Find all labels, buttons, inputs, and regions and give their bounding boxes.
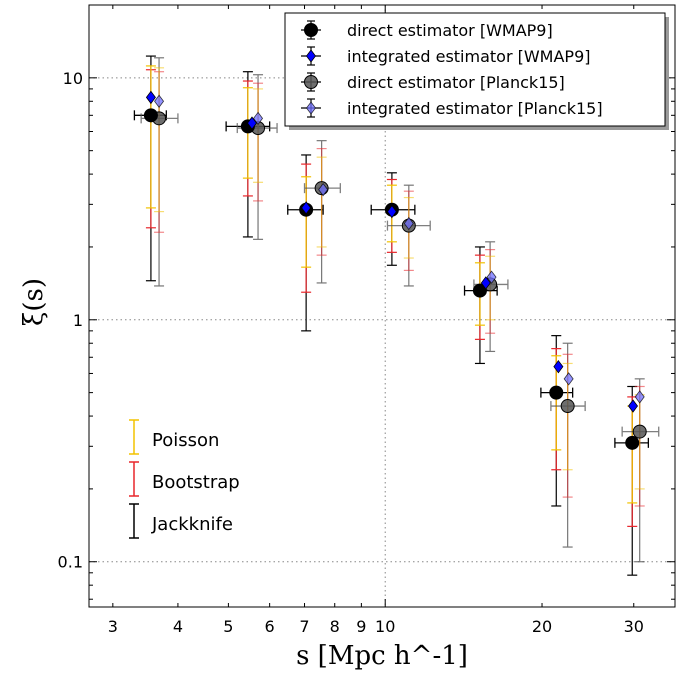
diamond-data-point	[563, 372, 574, 386]
diamond-data-point	[318, 182, 329, 197]
circle-data-point	[560, 399, 575, 414]
error-type-legend: Poisson Bootstrap Jackknife	[129, 419, 240, 539]
legend-circle-icon	[304, 75, 318, 89]
circle-data-point	[549, 385, 564, 400]
legend-entry: direct estimator [WMAP9]	[301, 20, 553, 40]
legend-entry: integrated estimator [WMAP9]	[301, 46, 591, 66]
error-legend-entry: Bootstrap	[129, 461, 240, 497]
ticks-layer: 3 4 5 6 7 8 9 10 20 30 0.1 1 10	[58, 4, 675, 636]
x-tick-label: 10	[375, 617, 395, 636]
x-tick-label: 6	[265, 617, 275, 636]
circle-data-point	[632, 424, 647, 439]
error-legend-entry: Poisson	[129, 419, 219, 455]
axis-titles: s [Mpc h^-1] ξ(s)	[19, 278, 468, 671]
poisson-error-bar	[301, 176, 312, 268]
y-tick-label: 1	[73, 311, 83, 330]
error-bars-layer	[133, 55, 660, 576]
plot-frame	[88, 4, 676, 608]
diamond-data-point	[253, 111, 264, 126]
legend-label: direct estimator [Planck15]	[347, 73, 565, 92]
legend-diamond-icon	[306, 101, 316, 115]
diamond-data-point	[145, 90, 156, 105]
diamond-data-point	[486, 270, 497, 284]
error-legend-label: Poisson	[152, 430, 219, 451]
x-tick-label: 3	[108, 617, 118, 636]
error-legend-entry: Jackknife	[129, 503, 233, 539]
circle-data-point	[625, 435, 640, 450]
x-tick-label: 8	[330, 617, 340, 636]
x-tick-label: 4	[173, 617, 183, 636]
diamond-data-point	[553, 360, 564, 374]
x-tick-label: 9	[356, 617, 366, 636]
legend-label: integrated estimator [Planck15]	[347, 99, 603, 118]
poisson-error-bar	[145, 65, 156, 209]
legend-box	[284, 12, 666, 127]
x-tick-label: 7	[299, 617, 309, 636]
poisson-error-bar	[551, 355, 562, 451]
poisson-error-bar	[316, 156, 327, 248]
legend: direct estimator [WMAP9] integrated estim…	[284, 12, 669, 130]
poisson-error-bar	[253, 88, 264, 183]
diamond-data-point	[627, 399, 638, 413]
legend-diamond-icon	[306, 49, 316, 63]
x-axis-title: s [Mpc h^-1]	[296, 641, 468, 671]
legend-entry: direct estimator [Planck15]	[301, 72, 565, 92]
x-tick-label: 30	[624, 617, 644, 636]
diamond-data-point	[403, 216, 414, 231]
diamond-data-point	[154, 94, 165, 108]
legend-circle-icon	[304, 23, 318, 37]
legend-label: direct estimator [WMAP9]	[347, 21, 553, 40]
y-tick-label: 10	[63, 69, 83, 88]
diamond-data-point	[634, 390, 645, 404]
error-legend-label: Jackknife	[151, 514, 233, 535]
x-tick-label: 20	[532, 617, 552, 636]
circle-data-point	[472, 283, 487, 298]
diamond-data-point	[386, 204, 397, 219]
x-tick-label: 5	[223, 617, 233, 636]
markers-layer	[143, 90, 647, 450]
diamond-data-point	[247, 116, 258, 130]
diamond-data-point	[480, 276, 491, 290]
circle-data-point	[143, 108, 158, 123]
error-legend-label: Bootstrap	[152, 472, 240, 493]
legend-entry: integrated estimator [Planck15]	[301, 98, 603, 118]
y-axis-title: ξ(s)	[19, 278, 49, 326]
diamond-data-point	[301, 201, 312, 215]
y-tick-label: 0.1	[58, 553, 83, 572]
legend-label: integrated estimator [WMAP9]	[347, 47, 591, 66]
poisson-error-bar	[154, 67, 165, 213]
